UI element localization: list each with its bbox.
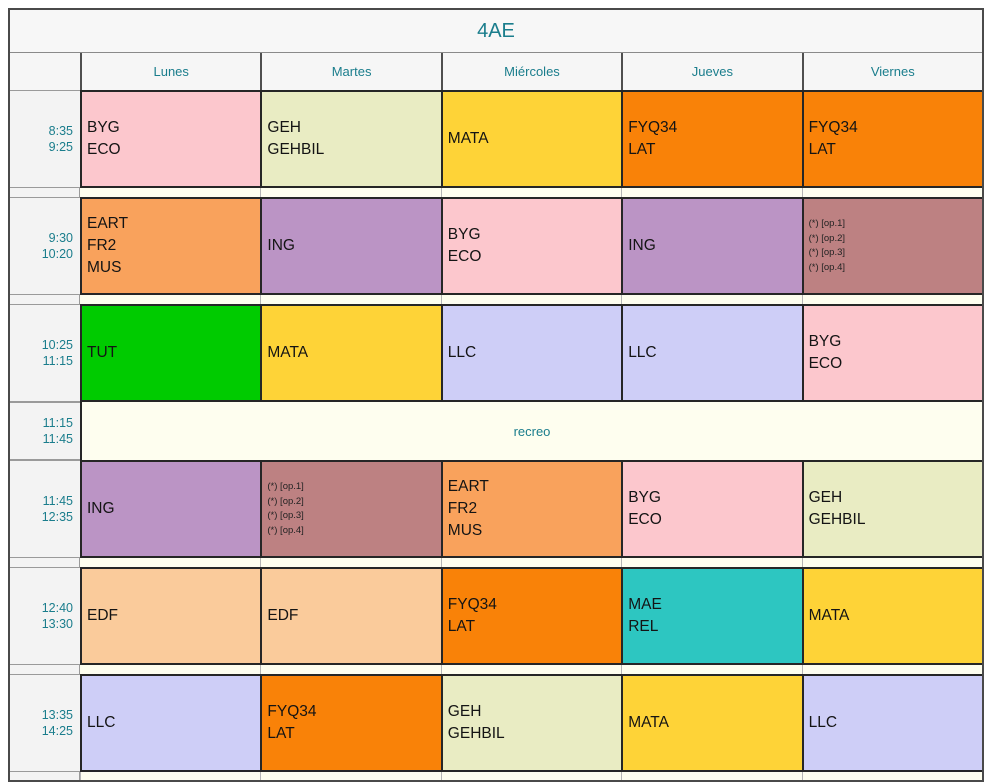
spacer-cell [440, 665, 622, 674]
class-cell: MATA [440, 90, 622, 188]
class-cell: ING [621, 197, 802, 295]
day-header-row: Lunes Martes Miércoles Jueves Viernes [10, 53, 982, 90]
class-cell: EDF [80, 567, 261, 665]
spacer-time-cell [10, 295, 80, 304]
class-cell: LLC [621, 304, 802, 402]
spacer-cell [80, 665, 261, 674]
time-cell: 9:30 10:20 [10, 197, 80, 295]
class-cell: FYQ34 LAT [801, 90, 982, 188]
class-cell: LLC [80, 674, 261, 772]
tail-cell [80, 772, 261, 780]
tail-cell [621, 772, 802, 780]
corner-cell [10, 53, 80, 90]
spacer-cell [260, 295, 441, 304]
class-cell: LLC [801, 674, 982, 772]
class-cell: FYQ34 LAT [621, 90, 802, 188]
time-cell: 12:40 13:30 [10, 567, 80, 665]
class-cell: BYG ECO [80, 90, 261, 188]
time-cell: 10:25 11:15 [10, 304, 80, 402]
spacer-cell [80, 558, 261, 567]
spacer-cell [260, 188, 441, 197]
spacer-cell [801, 558, 982, 567]
class-row: 13:35 14:25 LLC FYQ34 LAT GEH GEHBIL MATA LLC [10, 674, 982, 772]
break-row: 11:15 11:45 recreo [10, 402, 982, 460]
spacer-row [10, 188, 982, 197]
class-row: 9:30 10:20 EART FR2 MUS ING BYG ECO ING (*) [… [10, 197, 982, 295]
spacer-cell [801, 665, 982, 674]
class-cell: (*) [op.1] (*) [op.2] (*) [op.3] (*) [op… [801, 197, 982, 295]
class-cell: BYG ECO [801, 304, 982, 402]
class-cell: LLC [440, 304, 622, 402]
class-cell: FYQ34 LAT [260, 674, 441, 772]
spacer-cell [621, 665, 802, 674]
spacer-cell [260, 558, 441, 567]
class-cell: GEH GEHBIL [440, 674, 622, 772]
class-cell: MAE REL [621, 567, 802, 665]
tail-cell [440, 772, 622, 780]
spacer-cell [440, 558, 622, 567]
day-header: Viernes [801, 53, 982, 90]
day-header: Martes [260, 53, 440, 90]
class-cell: ING [260, 197, 441, 295]
spacer-time-cell [10, 665, 80, 674]
spacer-time-cell [10, 558, 80, 567]
spacer-cell [260, 665, 441, 674]
spacer-cell [621, 188, 802, 197]
spacer-cell [621, 295, 802, 304]
class-row: 12:40 13:30 EDF EDF FYQ34 LAT MAE REL MATA [10, 567, 982, 665]
time-cell: 11:15 11:45 [10, 402, 80, 460]
spacer-row [10, 295, 982, 304]
class-cell: GEH GEHBIL [801, 460, 982, 558]
class-cell: GEH GEHBIL [260, 90, 441, 188]
schedule-rows: 8:35 9:25 BYG ECO GEH GEHBIL MATA FYQ34 LAT F… [10, 90, 982, 780]
spacer-cell [801, 188, 982, 197]
tail-cell [801, 772, 982, 780]
tail-time-cell [10, 772, 80, 780]
tail-row [10, 772, 982, 780]
class-row: 11:45 12:35 ING (*) [op.1] (*) [op.2] (*) … [10, 460, 982, 558]
spacer-cell [80, 188, 261, 197]
time-cell: 8:35 9:25 [10, 90, 80, 188]
class-cell: MATA [801, 567, 982, 665]
class-cell: (*) [op.1] (*) [op.2] (*) [op.3] (*) [op… [260, 460, 441, 558]
class-cell: TUT [80, 304, 261, 402]
day-header: Jueves [621, 53, 801, 90]
class-cell: MATA [621, 674, 802, 772]
page-title: 4AE [477, 19, 515, 42]
class-cell: FYQ34 LAT [440, 567, 622, 665]
spacer-time-cell [10, 188, 80, 197]
day-header: Miércoles [440, 53, 621, 90]
day-header: Lunes [80, 53, 260, 90]
class-cell: BYG ECO [440, 197, 622, 295]
break-label: recreo [80, 402, 982, 460]
spacer-row [10, 665, 982, 674]
spacer-cell [440, 295, 622, 304]
timetable: 4AE Lunes Martes Miércoles Jueves Viernes 8:… [8, 8, 984, 782]
spacer-row [10, 558, 982, 567]
class-row: 8:35 9:25 BYG ECO GEH GEHBIL MATA FYQ34 LAT F… [10, 90, 982, 188]
class-cell: EART FR2 MUS [440, 460, 622, 558]
class-cell: MATA [260, 304, 441, 402]
spacer-cell [801, 295, 982, 304]
tail-cell [260, 772, 441, 780]
timetable-title-row: 4AE [10, 10, 982, 53]
spacer-cell [621, 558, 802, 567]
time-cell: 13:35 14:25 [10, 674, 80, 772]
spacer-cell [440, 188, 622, 197]
class-cell: ING [80, 460, 261, 558]
spacer-cell [80, 295, 261, 304]
class-cell: EDF [260, 567, 441, 665]
class-cell: EART FR2 MUS [80, 197, 261, 295]
time-cell: 11:45 12:35 [10, 460, 80, 558]
class-cell: BYG ECO [621, 460, 802, 558]
class-row: 10:25 11:15 TUT MATA LLC LLC BYG ECO [10, 304, 982, 402]
